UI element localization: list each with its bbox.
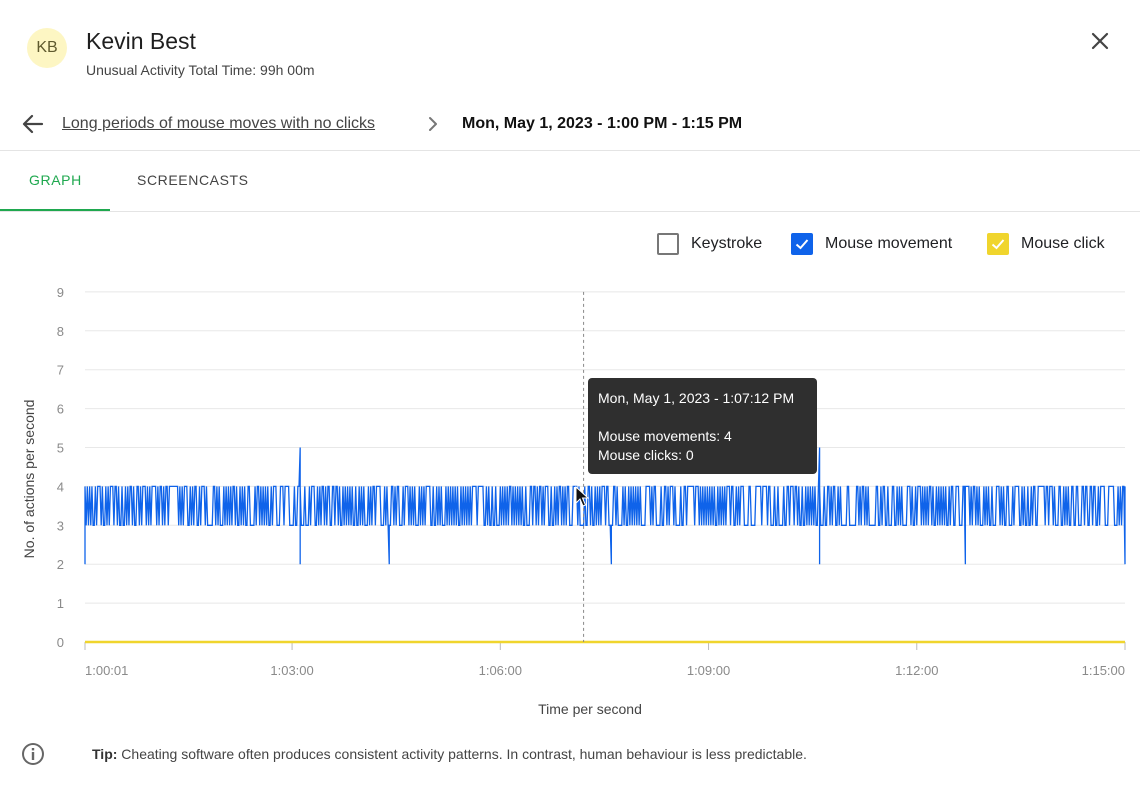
avatar: KB xyxy=(27,28,67,68)
legend-keystroke[interactable]: Keystroke xyxy=(657,233,762,255)
legend-mouse-click[interactable]: Mouse click xyxy=(987,233,1105,255)
tooltip-movements: Mouse movements: 4 xyxy=(598,428,732,444)
y-tick-label: 3 xyxy=(57,518,64,533)
tabs-divider xyxy=(0,211,1140,212)
breadcrumb-current: Mon, May 1, 2023 - 1:00 PM - 1:15 PM xyxy=(462,115,743,132)
unusual-activity-total: Unusual Activity Total Time: 99h 00m xyxy=(86,62,315,78)
activity-line-chart[interactable]: 0 1 2 3 4 5 6 7 8 9 1:00:01 1:03:00 1:06:00 1:09:00 1… xyxy=(0,270,1140,730)
check-icon xyxy=(991,239,1005,250)
tip-label: Tip: xyxy=(92,746,118,762)
legend-keystroke-label: Keystroke xyxy=(691,235,763,252)
y-tick-label: 7 xyxy=(57,363,64,378)
mouse-cursor-icon xyxy=(575,486,589,507)
check-icon xyxy=(795,239,809,250)
x-tick-label: 1:15:00 xyxy=(1082,663,1125,678)
chevron-right-icon xyxy=(429,117,437,131)
tab-graph[interactable]: GRAPH xyxy=(29,172,82,188)
y-tick-label: 2 xyxy=(57,557,64,572)
tooltip-time: Mon, May 1, 2023 - 1:07:12 PM xyxy=(598,390,795,406)
y-tick-label: 9 xyxy=(57,285,64,300)
y-tick-label: 0 xyxy=(57,635,64,650)
y-axis-title: No. of actions per second xyxy=(21,400,37,559)
y-tick-label: 4 xyxy=(57,479,64,494)
y-tick-label: 6 xyxy=(57,402,64,417)
mouse-movement-series-line xyxy=(84,447,1126,565)
header-divider xyxy=(0,150,1140,151)
legend-mouse-movement[interactable]: Mouse movement xyxy=(791,233,952,255)
x-tick-label: 1:03:00 xyxy=(270,663,313,678)
breadcrumb-parent-link[interactable]: Long periods of mouse moves with no clic… xyxy=(62,115,376,132)
mouse-click-checkbox[interactable] xyxy=(987,233,1009,255)
x-tick-label: 1:00:01 xyxy=(85,663,128,678)
close-icon[interactable] xyxy=(1086,27,1114,55)
x-tick-label: 1:06:00 xyxy=(479,663,522,678)
legend-mouse-movement-label: Mouse movement xyxy=(825,235,953,252)
arrow-left-icon[interactable] xyxy=(20,111,46,137)
x-axis-title: Time per second xyxy=(538,701,642,717)
avatar-initials: KB xyxy=(36,39,58,56)
tip-text: Tip: Cheating software often produces co… xyxy=(92,746,807,762)
tab-screencasts[interactable]: SCREENCASTS xyxy=(137,172,249,188)
legend-mouse-click-label: Mouse click xyxy=(1021,235,1105,252)
x-tick-label: 1:12:00 xyxy=(895,663,938,678)
mouse-movement-checkbox[interactable] xyxy=(791,233,813,255)
y-tick-label: 5 xyxy=(57,441,64,456)
user-name: Kevin Best xyxy=(86,28,196,54)
chart-tooltip: Mon, May 1, 2023 - 1:07:12 PM Mouse move… xyxy=(588,378,817,474)
keystroke-checkbox[interactable] xyxy=(657,233,679,255)
active-tab-indicator xyxy=(0,209,110,211)
tooltip-clicks: Mouse clicks: 0 xyxy=(598,447,694,463)
info-icon xyxy=(22,743,44,765)
tip-message: Cheating software often produces consist… xyxy=(121,746,807,762)
x-tick-label: 1:09:00 xyxy=(687,663,730,678)
y-tick-label: 8 xyxy=(57,324,64,339)
y-tick-label: 1 xyxy=(57,596,64,611)
